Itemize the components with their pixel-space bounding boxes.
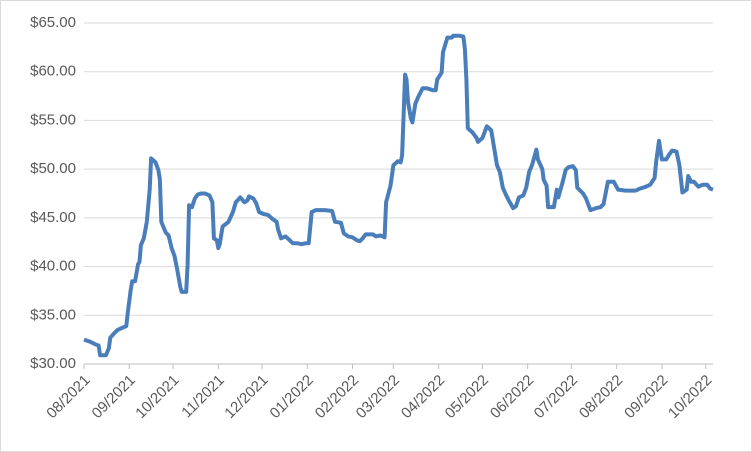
y-tick-label: $40.00 xyxy=(30,258,76,275)
price-line xyxy=(83,33,714,358)
y-tick-label: $45.00 xyxy=(30,209,76,226)
y-tick-label: $30.00 xyxy=(30,355,76,372)
y-tick-label: $65.00 xyxy=(30,14,76,31)
y-tick-label: $35.00 xyxy=(30,306,76,323)
y-tick-label: $55.00 xyxy=(30,111,76,128)
y-tick-label: $50.00 xyxy=(30,160,76,177)
y-tick-label: $60.00 xyxy=(30,63,76,80)
